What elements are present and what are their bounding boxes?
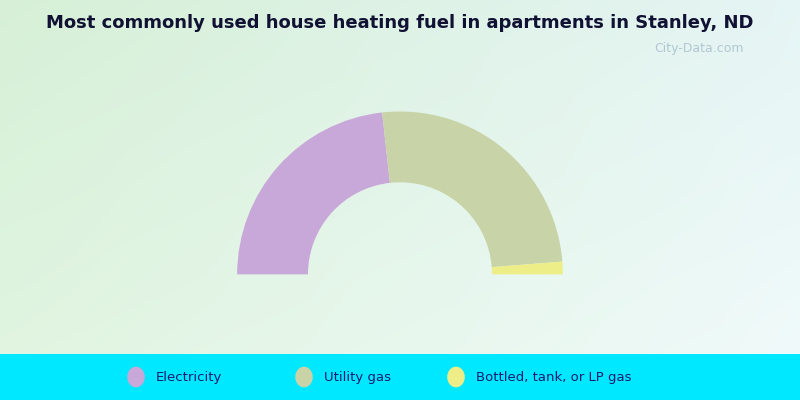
Text: Most commonly used house heating fuel in apartments in Stanley, ND: Most commonly used house heating fuel in… xyxy=(46,14,754,32)
Text: Electricity: Electricity xyxy=(156,370,222,384)
Ellipse shape xyxy=(447,367,465,387)
Wedge shape xyxy=(382,112,562,267)
Text: Utility gas: Utility gas xyxy=(324,370,391,384)
Wedge shape xyxy=(237,112,390,274)
Wedge shape xyxy=(492,262,563,274)
Ellipse shape xyxy=(127,367,145,387)
Ellipse shape xyxy=(295,367,313,387)
Text: Bottled, tank, or LP gas: Bottled, tank, or LP gas xyxy=(476,370,631,384)
Text: City-Data.com: City-Data.com xyxy=(654,42,744,56)
